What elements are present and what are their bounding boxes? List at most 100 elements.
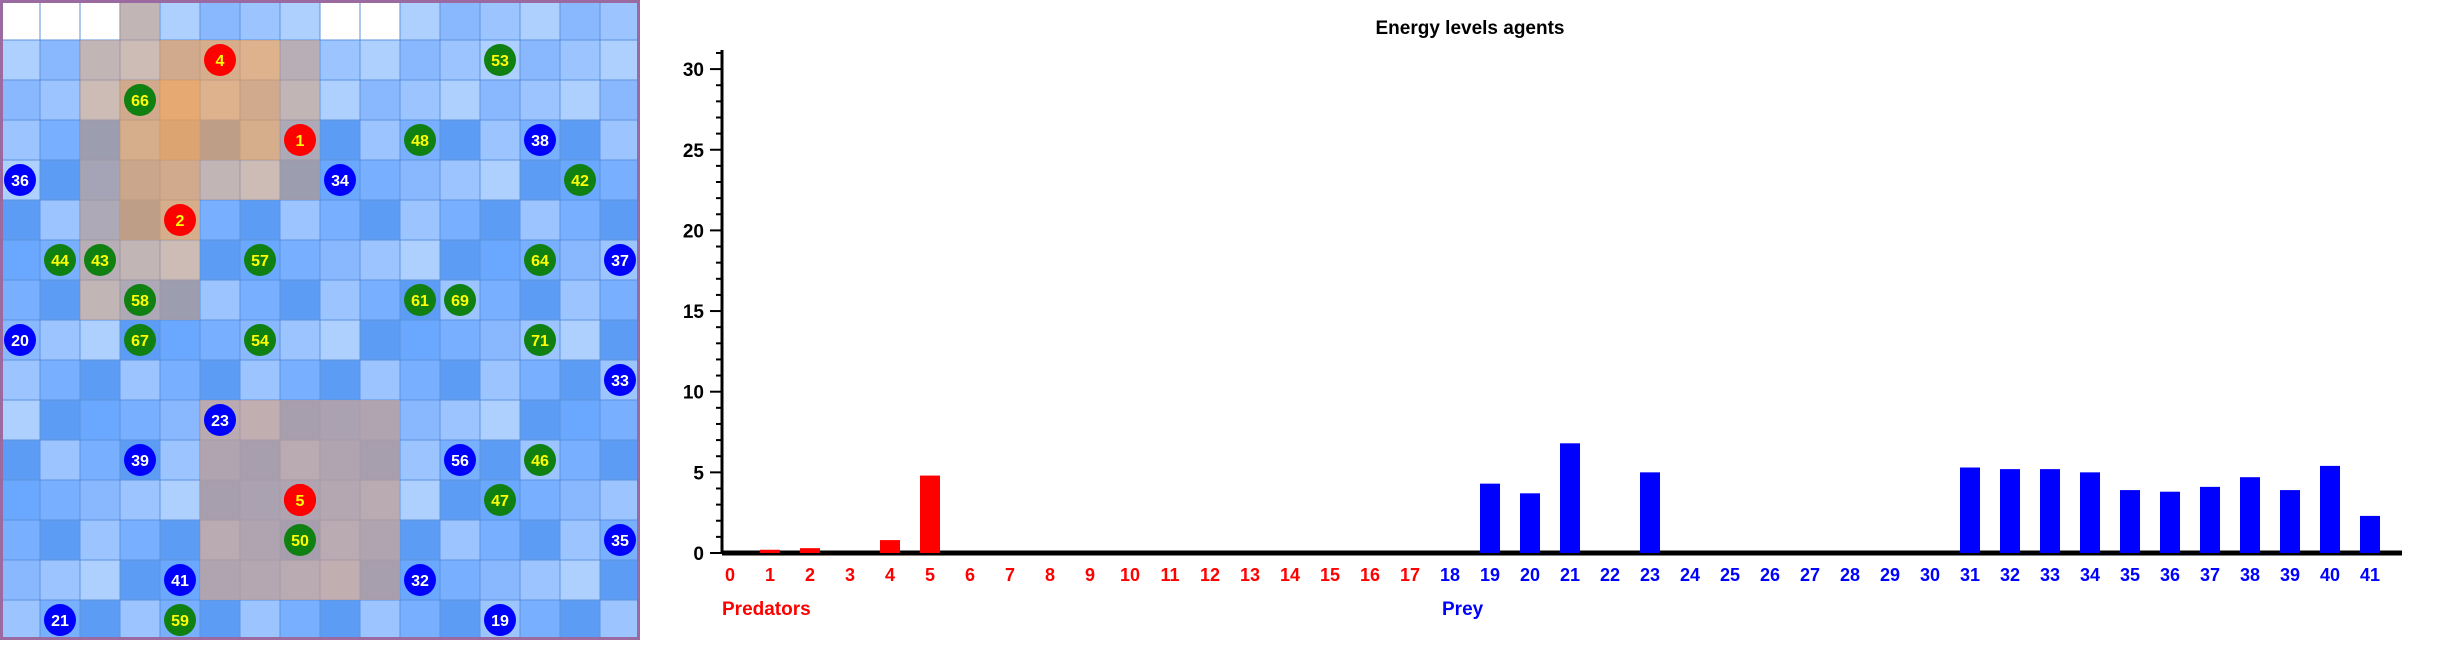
grid-cell: [599, 319, 641, 361]
agent-id-label: 34: [331, 173, 349, 190]
grid-cell: [119, 479, 161, 521]
grid-cell: [279, 319, 321, 361]
prey-marker: [4, 164, 36, 196]
grid-cell: [79, 319, 121, 361]
agent-id-label: 58: [131, 293, 149, 310]
x-tick-label: 29: [1880, 565, 1900, 585]
grid-cell: [479, 279, 521, 321]
prey-marker: [124, 444, 156, 476]
bar: [1560, 443, 1580, 553]
predator-marker: [164, 204, 196, 236]
grid-cell: [599, 79, 641, 121]
x-tick-label: 18: [1440, 565, 1460, 585]
x-tick-label: 7: [1005, 565, 1015, 585]
grid-cell: [279, 359, 321, 401]
bar: [1520, 493, 1540, 553]
grid-cell: [439, 559, 481, 601]
x-tick-label: 3: [845, 565, 855, 585]
x-tick-label: 32: [2000, 565, 2020, 585]
grid-cell: [159, 359, 201, 401]
bar: [2040, 469, 2060, 553]
agent-prey: 19: [484, 604, 516, 636]
grid-cell: [119, 199, 161, 241]
grid-cell: [119, 119, 161, 161]
grid-cell: [0, 279, 41, 321]
bar: [1480, 483, 1500, 553]
grid-cell: [319, 39, 361, 81]
bar: [2280, 490, 2300, 553]
plant-marker: [124, 324, 156, 356]
x-tick-label: 11: [1160, 565, 1179, 585]
grid-cell: [79, 599, 121, 641]
agent-id-label: 44: [51, 253, 69, 270]
grid-cell: [79, 519, 121, 561]
grid-cell: [559, 0, 601, 41]
grid-cell: [559, 39, 601, 81]
grid-cell: [399, 519, 441, 561]
plant-marker: [524, 244, 556, 276]
x-tick-label: 33: [2040, 565, 2060, 585]
agent-prey: 35: [604, 524, 636, 556]
bar: [800, 548, 820, 553]
grid-cell: [359, 319, 401, 361]
grid-cell: [119, 399, 161, 441]
grid-cell: [199, 0, 241, 41]
grid-cell: [319, 319, 361, 361]
plant-marker: [484, 484, 516, 516]
agent-plant: 50: [284, 524, 316, 556]
grid-cell: [159, 0, 201, 41]
grid-cell: [519, 359, 561, 401]
x-tick-label: 39: [2280, 565, 2300, 585]
grid-cell: [559, 319, 601, 361]
grid-cell: [159, 319, 201, 361]
grid-cell: [199, 199, 241, 241]
grid-cell: [399, 439, 441, 481]
grid-cell: [239, 159, 281, 201]
group-label: Prey: [1442, 599, 1484, 620]
grid-cell: [559, 519, 601, 561]
bar: [1640, 472, 1660, 553]
x-tick-label: 31: [1960, 565, 1980, 585]
x-tick-label: 40: [2320, 565, 2340, 585]
prey-marker: [604, 364, 636, 396]
prey-marker: [44, 604, 76, 636]
grid-cell: [479, 519, 521, 561]
grid-cell: [559, 559, 601, 601]
agent-plant: 54: [244, 324, 276, 356]
grid-cell: [119, 359, 161, 401]
grid-cell: [39, 359, 81, 401]
prey-marker: [404, 564, 436, 596]
agent-id-label: 2: [176, 213, 185, 230]
grid-cell: [439, 399, 481, 441]
grid-cell: [399, 479, 441, 521]
grid-cell: [279, 279, 321, 321]
grid-cell: [159, 119, 201, 161]
grid-cell: [0, 239, 41, 281]
grid-cell: [0, 0, 41, 41]
grid-cell: [279, 39, 321, 81]
x-tick-label: 21: [1560, 565, 1580, 585]
agent-id-label: 5: [296, 493, 305, 510]
grid-cell: [0, 439, 41, 481]
agent-prey: 21: [44, 604, 76, 636]
grid-cell: [39, 559, 81, 601]
grid-cell: [239, 119, 281, 161]
predator-zone: [120, 0, 160, 40]
agent-predator: 4: [204, 44, 236, 76]
grid-cell: [319, 359, 361, 401]
x-tick-label: 15: [1320, 565, 1340, 585]
predator-marker: [284, 484, 316, 516]
x-tick-label: 28: [1840, 565, 1860, 585]
grid-cell: [39, 279, 81, 321]
agent-prey: 41: [164, 564, 196, 596]
agent-plant: 64: [524, 244, 556, 276]
x-tick-label: 6: [965, 565, 975, 585]
grid-cell: [359, 239, 401, 281]
grid-cell: [0, 359, 41, 401]
grid-cell: [519, 599, 561, 641]
agent-id-label: 32: [411, 573, 429, 590]
agent-id-label: 43: [91, 253, 109, 270]
bar: [2200, 486, 2220, 553]
grid-cell: [79, 399, 121, 441]
agent-id-label: 56: [451, 453, 469, 470]
